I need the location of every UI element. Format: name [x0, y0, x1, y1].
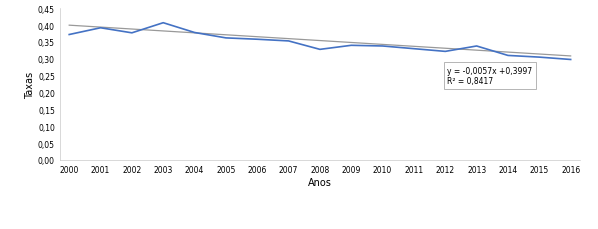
Total: [160, 22, 167, 25]
Linear (Total): [567, 55, 574, 58]
Total: [379, 45, 386, 48]
Total: [66, 34, 73, 37]
Linear (Total): [410, 46, 417, 49]
Linear (Total): [504, 52, 511, 54]
Total: [129, 32, 136, 35]
Linear (Total): [379, 44, 386, 46]
Linear (Total): [473, 49, 480, 52]
Linear (Total): [347, 42, 355, 45]
Linear (Total): [191, 32, 198, 35]
Text: y = -0,0057x +0,3997
R² = 0,8417: y = -0,0057x +0,3997 R² = 0,8417: [447, 67, 532, 86]
Total: [473, 45, 480, 48]
Total: [254, 39, 261, 41]
Linear (Total): [160, 30, 167, 33]
X-axis label: Anos: Anos: [308, 177, 332, 187]
Total: [222, 37, 230, 40]
Line: Total: Total: [69, 24, 570, 60]
Total: [97, 27, 104, 30]
Linear (Total): [254, 36, 261, 39]
Total: [285, 40, 292, 43]
Total: [504, 55, 511, 57]
Linear (Total): [97, 27, 104, 29]
Linear (Total): [285, 38, 292, 41]
Line: Linear (Total): Linear (Total): [69, 26, 570, 57]
Total: [442, 51, 449, 54]
Linear (Total): [536, 53, 543, 56]
Total: [191, 32, 198, 35]
Linear (Total): [129, 28, 136, 31]
Total: [347, 45, 355, 47]
Linear (Total): [316, 40, 324, 43]
Linear (Total): [66, 25, 73, 27]
Linear (Total): [222, 34, 230, 37]
Total: [410, 48, 417, 51]
Total: [567, 59, 574, 62]
Total: [536, 57, 543, 59]
Linear (Total): [442, 48, 449, 50]
Total: [316, 49, 324, 52]
Y-axis label: Taxas: Taxas: [25, 71, 35, 98]
